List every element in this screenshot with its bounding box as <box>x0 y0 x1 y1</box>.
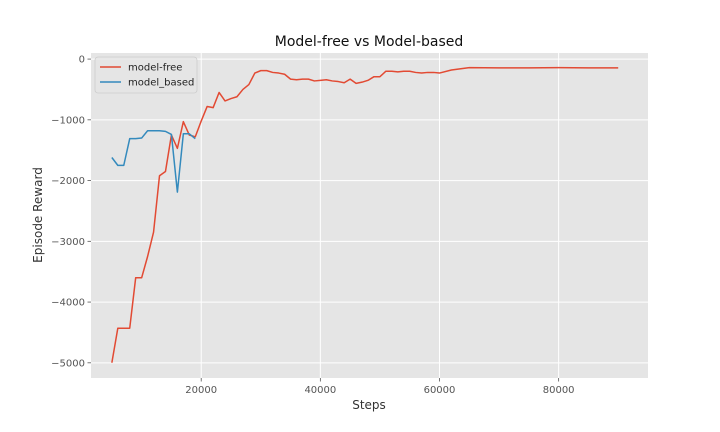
chart-title: Model-free vs Model-based <box>275 34 464 50</box>
legend-entry-label: model_based <box>128 78 194 89</box>
y-axis-ticks: −5000 −4000 −3000 −2000 −1000 0 <box>51 55 91 369</box>
series-line-model-free <box>111 66 619 363</box>
x-tick-label: 80000 <box>543 385 575 396</box>
x-tick-label: 20000 <box>185 385 217 396</box>
plot-area <box>91 53 648 378</box>
y-tick-label: 0 <box>79 55 85 66</box>
legend-box <box>94 56 198 94</box>
y-tick-label: −3000 <box>51 237 85 248</box>
x-tick-label: 40000 <box>304 385 336 396</box>
x-tick-label: 60000 <box>424 385 456 396</box>
y-tick-label: −5000 <box>51 358 85 369</box>
legend-entry-label: model-free <box>128 63 182 74</box>
series-line-model-based <box>111 130 196 193</box>
series-layer <box>111 66 619 363</box>
x-axis-label: Steps <box>352 398 386 412</box>
y-tick-label: −1000 <box>51 115 85 126</box>
x-axis-ticks: 20000 40000 60000 80000 <box>185 378 575 396</box>
grid <box>91 53 648 378</box>
y-axis-label: Episode Reward <box>31 167 45 263</box>
legend: model-free model_based <box>94 56 198 94</box>
y-tick-label: −2000 <box>51 176 85 187</box>
y-tick-label: −4000 <box>51 298 85 309</box>
